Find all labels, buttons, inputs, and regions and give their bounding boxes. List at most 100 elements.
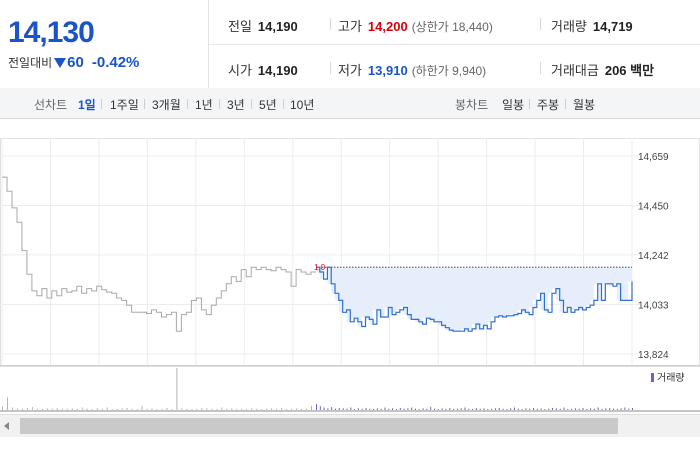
volume-bar bbox=[430, 407, 432, 410]
candle-tab-day[interactable]: 일봉 bbox=[502, 98, 525, 112]
period-tab-3y[interactable]: 3년 bbox=[227, 98, 245, 112]
divider bbox=[144, 99, 145, 109]
volume-bar bbox=[472, 409, 474, 410]
volume-legend: 거래량 bbox=[651, 372, 685, 384]
volume-bar bbox=[327, 408, 329, 410]
volume-bar bbox=[620, 408, 622, 410]
volume-bar bbox=[571, 408, 573, 410]
volume-bar bbox=[479, 408, 481, 410]
candle-chart-label: 봉차트 bbox=[455, 98, 489, 112]
stat-sub: (상한가 18,440) bbox=[411, 20, 493, 34]
volume-bar bbox=[494, 408, 496, 410]
volume-bar bbox=[221, 407, 223, 410]
volume-bar bbox=[41, 409, 43, 410]
volume-bar bbox=[286, 409, 288, 410]
stat-amount: 거래대금 206 백만 bbox=[551, 60, 654, 79]
volume-bar bbox=[236, 409, 238, 410]
stat-label: 거래대금 bbox=[551, 63, 599, 78]
volume-bar bbox=[96, 408, 98, 410]
scroll-thumb[interactable] bbox=[20, 418, 618, 434]
scroll-left-arrow-icon[interactable] bbox=[4, 422, 9, 430]
volume-bar bbox=[31, 407, 33, 410]
volume-bar bbox=[171, 409, 173, 410]
stat-label: 저가 bbox=[338, 63, 362, 78]
volume-bar bbox=[422, 408, 424, 410]
volume-bar bbox=[338, 407, 340, 410]
volume-bar bbox=[468, 408, 470, 410]
today-fill-area bbox=[316, 267, 632, 332]
stat-value: 14,190 bbox=[257, 19, 298, 34]
change-percent: -0.42% bbox=[91, 54, 140, 71]
divider bbox=[219, 99, 220, 109]
quote-header: 14,130 전일대비 60 -0.42% 전일 14,190 고가 14,200 (상한… bbox=[0, 0, 700, 89]
volume-bar bbox=[449, 407, 451, 410]
price-chart: 14,659 14,450 14,242 14,033 13,824 거래량 1.0 bbox=[0, 138, 700, 412]
candle-tab-month[interactable]: 월봉 bbox=[573, 98, 596, 112]
divider bbox=[565, 99, 566, 109]
volume-bar bbox=[66, 408, 68, 410]
volume-bar bbox=[61, 409, 63, 410]
volume-bar bbox=[146, 408, 148, 410]
volume-legend-swatch bbox=[651, 373, 654, 382]
volume-bar bbox=[281, 407, 283, 410]
stat-value: 14,200 bbox=[367, 19, 408, 34]
divider bbox=[330, 62, 331, 74]
volume-bar bbox=[161, 408, 163, 410]
volume-bar bbox=[552, 407, 553, 410]
volume-bar bbox=[536, 408, 538, 410]
volume-bar bbox=[76, 409, 78, 410]
period-tab-1d[interactable]: 1일 bbox=[78, 98, 96, 112]
stat-value: 14,190 bbox=[257, 63, 298, 78]
volume-bar bbox=[403, 408, 405, 410]
volume-bar bbox=[301, 409, 302, 410]
volume-bar bbox=[116, 408, 118, 410]
volume-bar bbox=[624, 407, 626, 410]
period-tab-3m[interactable]: 3개월 bbox=[152, 98, 181, 112]
volume-bar bbox=[271, 408, 273, 410]
volume-bar bbox=[616, 409, 618, 410]
volume-bar bbox=[540, 408, 542, 410]
divider bbox=[540, 62, 541, 74]
period-tab-10y[interactable]: 10년 bbox=[290, 98, 315, 112]
volume-bar bbox=[246, 409, 248, 410]
volume-bar bbox=[456, 408, 458, 410]
volume-bar bbox=[578, 408, 580, 410]
chart-scrollbar[interactable] bbox=[0, 414, 700, 437]
candle-tab-week[interactable]: 주봉 bbox=[537, 98, 560, 112]
volume-bar bbox=[593, 408, 595, 410]
y-tick-label: 14,450 bbox=[638, 202, 669, 213]
current-price: 14,130 bbox=[8, 16, 95, 49]
volume-bar bbox=[141, 406, 143, 410]
volume-bar bbox=[491, 408, 493, 410]
volume-bar bbox=[376, 408, 378, 410]
volume-bar bbox=[151, 408, 153, 410]
period-tab-5y[interactable]: 5년 bbox=[259, 98, 277, 112]
stat-value: 206 백만 bbox=[604, 63, 655, 78]
volume-bar bbox=[510, 408, 512, 410]
volume-bar bbox=[206, 408, 208, 410]
volume-bar bbox=[632, 407, 633, 410]
y-tick-label: 13,824 bbox=[638, 350, 669, 361]
volume-bar bbox=[529, 408, 531, 410]
change-row: 전일대비 60 -0.42% bbox=[8, 54, 139, 71]
period-tab-1w[interactable]: 1주일 bbox=[110, 98, 139, 112]
volume-bar bbox=[316, 404, 317, 410]
change-label: 전일대비 bbox=[8, 56, 53, 70]
volume-bar bbox=[266, 408, 268, 410]
volume-bar bbox=[186, 408, 188, 410]
volume-bar bbox=[418, 409, 420, 410]
volume-bar bbox=[126, 407, 128, 410]
volume-bar bbox=[36, 408, 38, 410]
stat-value: 14,719 bbox=[592, 19, 633, 34]
volume-bar bbox=[241, 408, 243, 410]
chart-grid bbox=[0, 138, 700, 412]
period-tab-1y[interactable]: 1년 bbox=[195, 98, 213, 112]
volume-bar bbox=[7, 397, 8, 410]
volume-bar bbox=[426, 408, 428, 410]
volume-bar bbox=[544, 409, 546, 410]
volume-bar bbox=[388, 408, 390, 410]
volume-bar bbox=[609, 407, 611, 410]
volume-bar bbox=[331, 407, 333, 410]
divider bbox=[330, 18, 331, 30]
divider bbox=[529, 99, 530, 109]
